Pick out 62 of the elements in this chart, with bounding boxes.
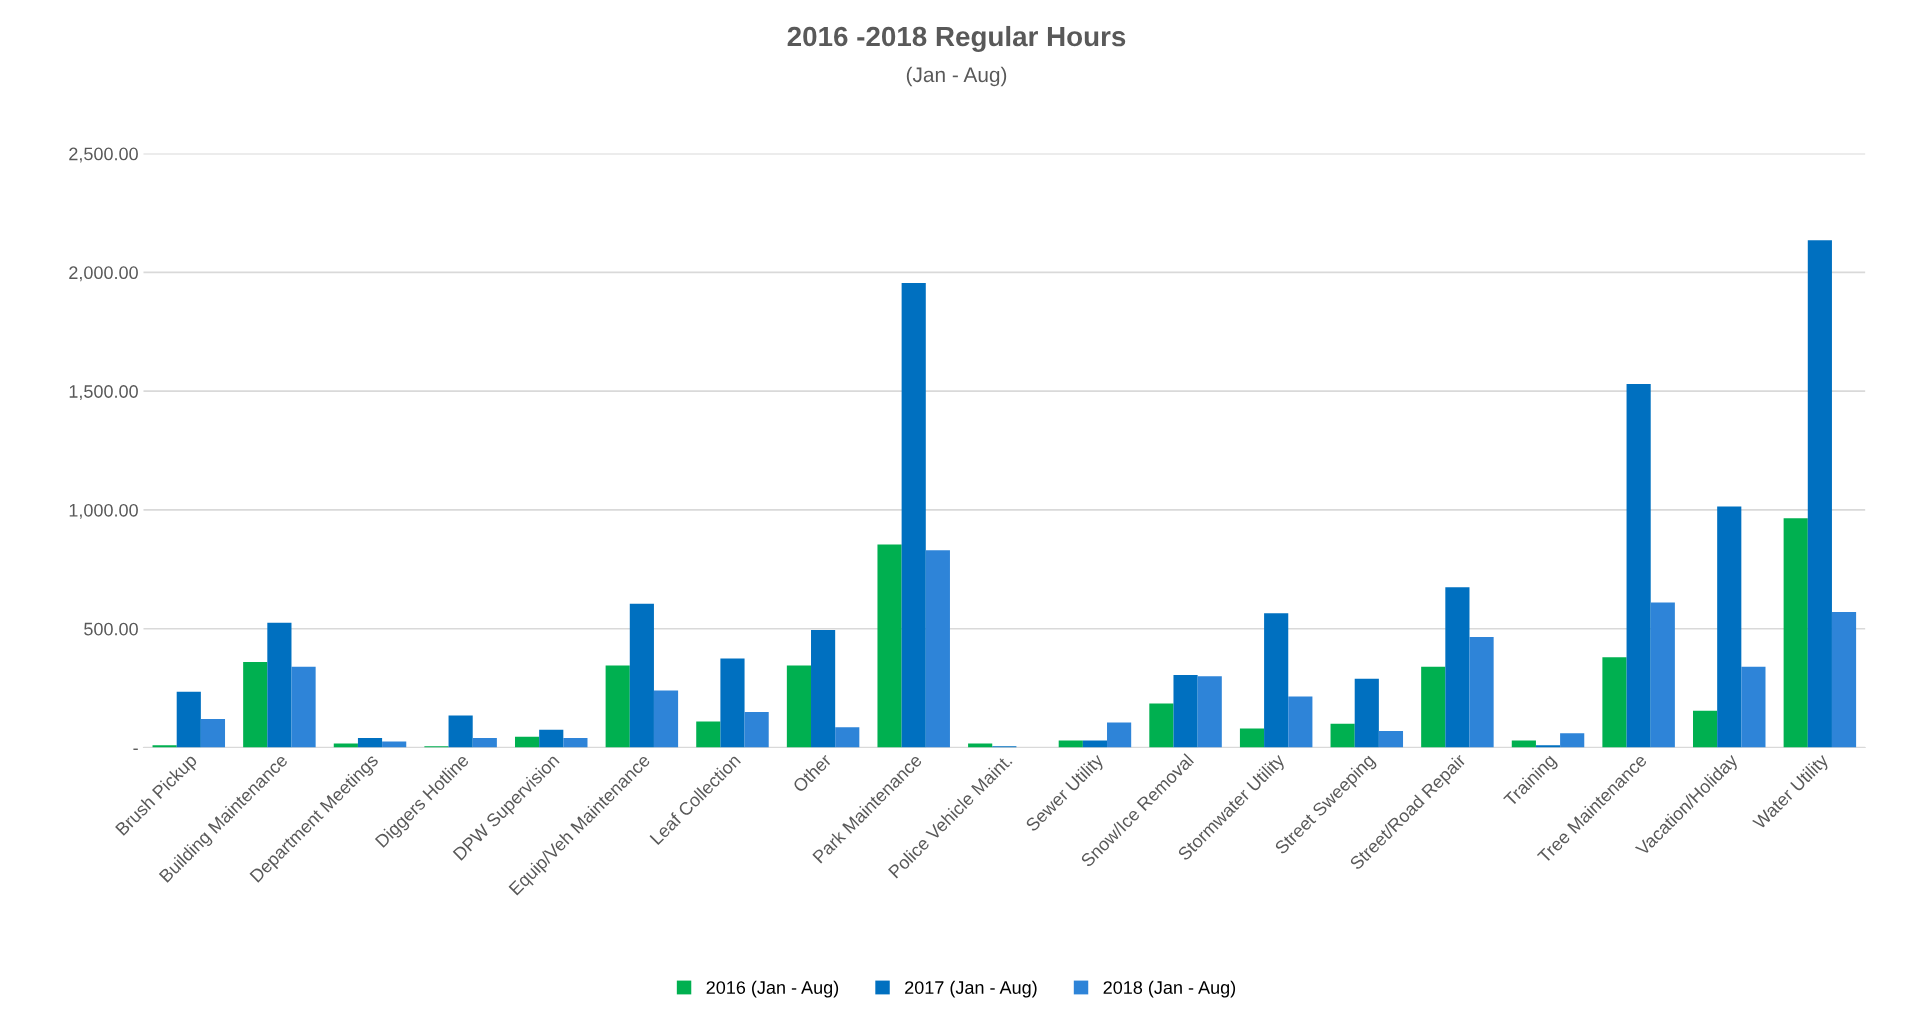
bar xyxy=(1421,666,1446,748)
bar xyxy=(200,719,226,748)
bar xyxy=(1378,730,1404,748)
bar xyxy=(1650,602,1675,748)
bar xyxy=(1469,637,1494,748)
chart-subtitle: (Jan - Aug) xyxy=(906,66,1007,87)
y-tick-label: - xyxy=(133,748,138,750)
bar xyxy=(1107,722,1132,748)
bar xyxy=(1560,733,1585,748)
bar xyxy=(605,665,630,748)
bar xyxy=(1288,696,1313,748)
bar xyxy=(1511,740,1536,748)
legend-label: 2017 (Jan - Aug) xyxy=(905,980,1037,998)
bar xyxy=(1058,740,1083,748)
bar xyxy=(696,721,721,748)
bar xyxy=(786,665,812,748)
bar xyxy=(472,738,497,748)
bar xyxy=(744,711,769,748)
chart-title: 2016 -2018 Regular Hours xyxy=(787,25,1126,52)
bar xyxy=(1354,678,1379,748)
legend-label: 2016 (Jan - Aug) xyxy=(706,980,839,998)
bar xyxy=(1330,723,1355,748)
bar xyxy=(811,629,836,748)
bar xyxy=(448,715,473,748)
bar xyxy=(1717,506,1742,748)
bar xyxy=(176,691,201,748)
legend-label: 2018 (Jan - Aug) xyxy=(1103,980,1236,998)
bar xyxy=(720,658,745,748)
bar xyxy=(1807,240,1832,748)
bar xyxy=(1626,384,1651,748)
bar xyxy=(877,544,902,748)
bar xyxy=(968,743,993,748)
bar xyxy=(243,662,268,748)
bar xyxy=(1149,703,1174,748)
bar xyxy=(653,690,679,748)
bar xyxy=(267,622,292,748)
bar xyxy=(835,727,860,748)
bar xyxy=(333,743,358,748)
bar xyxy=(1602,657,1627,748)
bar xyxy=(629,603,654,748)
bar xyxy=(1831,612,1857,748)
bar xyxy=(1445,587,1470,748)
y-tick-label: 2,000.00 xyxy=(69,266,138,282)
bar xyxy=(1173,675,1198,748)
bar xyxy=(1264,613,1289,748)
bar xyxy=(357,738,383,748)
y-tick-label: 1,000.00 xyxy=(69,503,138,519)
bar xyxy=(1693,710,1718,748)
bar xyxy=(515,736,540,748)
y-tick-label: 2,500.00 xyxy=(69,147,138,163)
bar xyxy=(1197,676,1222,748)
bar xyxy=(925,550,950,748)
bar xyxy=(1239,728,1265,748)
y-tick-label: 500.00 xyxy=(84,622,138,636)
bar xyxy=(291,666,316,748)
bar xyxy=(563,738,588,748)
bar xyxy=(1741,666,1766,748)
bar xyxy=(1082,740,1108,748)
bar xyxy=(901,283,926,748)
bar xyxy=(539,729,564,748)
y-tick-label: 1,500.00 xyxy=(69,385,138,401)
bar xyxy=(1783,518,1808,748)
